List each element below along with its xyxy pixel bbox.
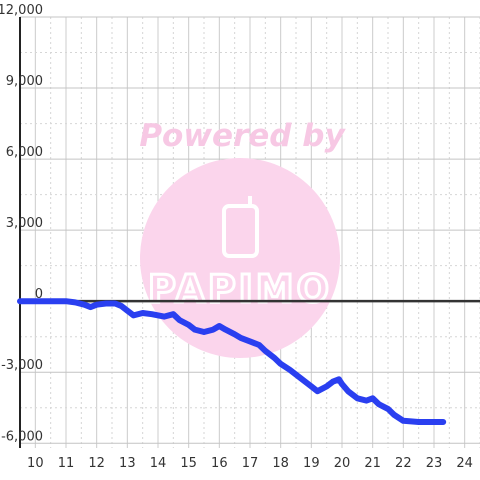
y-tick-label: 0 bbox=[35, 287, 43, 302]
x-tick-label: 22 bbox=[395, 456, 412, 471]
x-tick-label: 13 bbox=[119, 456, 136, 471]
x-tick-label: 19 bbox=[303, 456, 320, 471]
y-tick-label: 9,000 bbox=[6, 74, 43, 89]
x-tick-label: 16 bbox=[211, 456, 228, 471]
x-tick-label: 17 bbox=[242, 456, 259, 471]
y-tick-label: 3,000 bbox=[6, 216, 43, 231]
tick-labels: -6,000 -3,000 0 3,000 6,000 9,000 12,000 10 11 12… bbox=[0, 3, 473, 471]
watermark: Powered by PAPIMO bbox=[139, 118, 346, 358]
x-tick-label: 23 bbox=[426, 456, 443, 471]
y-tick-label: -3,000 bbox=[1, 358, 43, 373]
series-line bbox=[17, 298, 447, 425]
y-tick-label: 6,000 bbox=[6, 145, 43, 160]
watermark-brand-text: PAPIMO bbox=[148, 267, 332, 311]
x-tick-label: 15 bbox=[180, 456, 197, 471]
y-tick-label: -6,000 bbox=[1, 429, 43, 444]
x-tick-label: 12 bbox=[88, 456, 105, 471]
x-tick-label: 14 bbox=[150, 456, 167, 471]
x-tick-label: 21 bbox=[364, 456, 381, 471]
x-tick-label: 11 bbox=[58, 456, 75, 471]
x-tick-label: 18 bbox=[272, 456, 289, 471]
series-layer bbox=[17, 298, 447, 425]
axes bbox=[19, 17, 480, 448]
watermark-phone-icon bbox=[222, 204, 259, 258]
x-tick-label: 24 bbox=[456, 456, 473, 471]
y-tick-label: 12,000 bbox=[0, 3, 43, 18]
x-tick-label: 10 bbox=[27, 456, 44, 471]
watermark-powered-by-text: Powered by bbox=[139, 118, 346, 154]
x-tick-label: 20 bbox=[334, 456, 351, 471]
